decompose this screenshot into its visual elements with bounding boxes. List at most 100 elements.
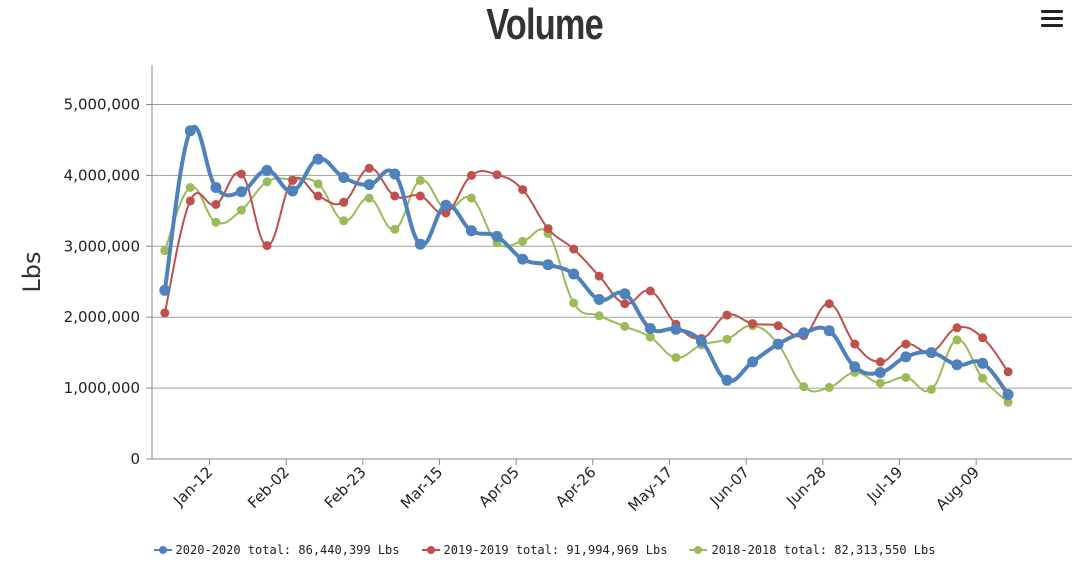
data-point[interactable]	[593, 294, 605, 305]
legend-item[interactable]: 2019-2019 total: 91,994,969 Lbs	[421, 540, 667, 560]
data-point[interactable]	[670, 323, 682, 335]
data-point[interactable]	[695, 335, 707, 347]
data-point[interactable]	[517, 253, 529, 265]
data-point[interactable]	[977, 357, 989, 369]
data-point[interactable]	[185, 183, 195, 192]
data-point[interactable]	[261, 164, 273, 176]
data-point[interactable]	[645, 286, 655, 296]
data-point[interactable]	[1002, 389, 1014, 400]
data-point[interactable]	[542, 259, 554, 271]
data-point[interactable]	[415, 175, 425, 185]
data-point[interactable]	[952, 335, 962, 345]
data-point[interactable]	[288, 175, 298, 185]
data-point[interactable]	[901, 339, 911, 349]
data-point[interactable]	[722, 334, 732, 344]
data-point[interactable]	[900, 351, 912, 363]
data-point[interactable]	[338, 172, 350, 183]
data-point[interactable]	[824, 299, 834, 309]
data-point[interactable]	[951, 359, 963, 371]
data-point[interactable]	[1003, 397, 1013, 407]
data-point[interactable]	[798, 327, 810, 339]
data-point[interactable]	[875, 357, 885, 367]
data-point[interactable]	[978, 373, 988, 383]
data-point[interactable]	[287, 185, 299, 197]
data-point[interactable]	[518, 236, 528, 246]
data-point[interactable]	[491, 230, 503, 242]
data-point[interactable]	[339, 197, 349, 207]
data-point[interactable]	[262, 241, 272, 251]
data-point[interactable]	[415, 191, 425, 201]
data-point[interactable]	[210, 182, 222, 193]
legend-item[interactable]: 2020-2020 total: 86,440,399 Lbs	[153, 540, 400, 560]
hamburger-menu-icon[interactable]	[1041, 10, 1063, 28]
data-point[interactable]	[901, 373, 911, 382]
data-point[interactable]	[236, 169, 246, 179]
data-point[interactable]	[160, 308, 170, 318]
data-point[interactable]	[414, 238, 426, 250]
data-point[interactable]	[313, 179, 323, 189]
data-point[interactable]	[465, 225, 477, 237]
data-point[interactable]	[466, 193, 476, 203]
data-point[interactable]	[926, 385, 936, 394]
data-point[interactable]	[568, 268, 580, 280]
data-point[interactable]	[364, 163, 374, 173]
data-point[interactable]	[875, 378, 885, 388]
data-point[interactable]	[312, 153, 324, 165]
series-2	[160, 163, 1013, 377]
data-point[interactable]	[389, 168, 401, 180]
data-point[interactable]	[390, 191, 400, 201]
series-1	[159, 125, 1014, 400]
data-point[interactable]	[620, 321, 630, 331]
data-point[interactable]	[390, 224, 400, 234]
data-point[interactable]	[978, 333, 988, 343]
data-point[interactable]	[339, 216, 349, 226]
data-point[interactable]	[619, 288, 631, 300]
data-point[interactable]	[823, 325, 835, 337]
data-point[interactable]	[440, 199, 452, 211]
data-point[interactable]	[364, 193, 374, 203]
data-point[interactable]	[721, 374, 733, 386]
axes: 0 1,000,000 2,000,000 3,000,000 4,000,000 5,0…	[18, 65, 1072, 515]
data-point[interactable]	[850, 339, 860, 349]
data-point[interactable]	[518, 185, 528, 195]
data-point[interactable]	[874, 367, 886, 378]
data-point[interactable]	[185, 196, 195, 206]
data-point[interactable]	[644, 323, 656, 334]
data-point[interactable]	[799, 382, 809, 392]
data-point[interactable]	[671, 353, 681, 363]
data-point[interactable]	[313, 191, 323, 201]
data-point[interactable]	[159, 284, 171, 296]
legend-marker-icon	[421, 545, 440, 555]
data-point[interactable]	[620, 299, 630, 309]
data-point[interactable]	[492, 170, 502, 180]
data-point[interactable]	[211, 217, 221, 227]
data-point[interactable]	[211, 200, 221, 209]
data-point[interactable]	[441, 208, 451, 218]
legend-marker-icon	[153, 545, 172, 555]
data-point[interactable]	[363, 179, 375, 191]
data-point[interactable]	[569, 298, 579, 308]
data-point[interactable]	[1003, 367, 1013, 377]
data-point[interactable]	[594, 311, 604, 321]
data-point[interactable]	[262, 177, 272, 187]
data-point[interactable]	[824, 382, 834, 392]
data-point[interactable]	[235, 186, 247, 198]
data-point[interactable]	[722, 310, 732, 320]
data-point[interactable]	[236, 205, 246, 215]
data-point[interactable]	[748, 319, 758, 329]
series-line	[163, 167, 1009, 373]
data-point[interactable]	[952, 323, 962, 333]
data-point[interactable]	[160, 246, 170, 256]
data-point[interactable]	[645, 332, 655, 342]
data-point[interactable]	[772, 338, 784, 350]
data-point[interactable]	[747, 356, 759, 368]
legend-item[interactable]: 2018-2018 total: 82,313,550 Lbs	[689, 540, 935, 560]
data-point[interactable]	[773, 321, 783, 331]
data-point[interactable]	[543, 224, 553, 234]
data-point[interactable]	[184, 125, 196, 137]
data-point[interactable]	[569, 244, 579, 254]
data-point[interactable]	[466, 170, 476, 180]
data-point[interactable]	[849, 361, 861, 373]
data-point[interactable]	[594, 271, 604, 281]
data-point[interactable]	[925, 347, 937, 359]
